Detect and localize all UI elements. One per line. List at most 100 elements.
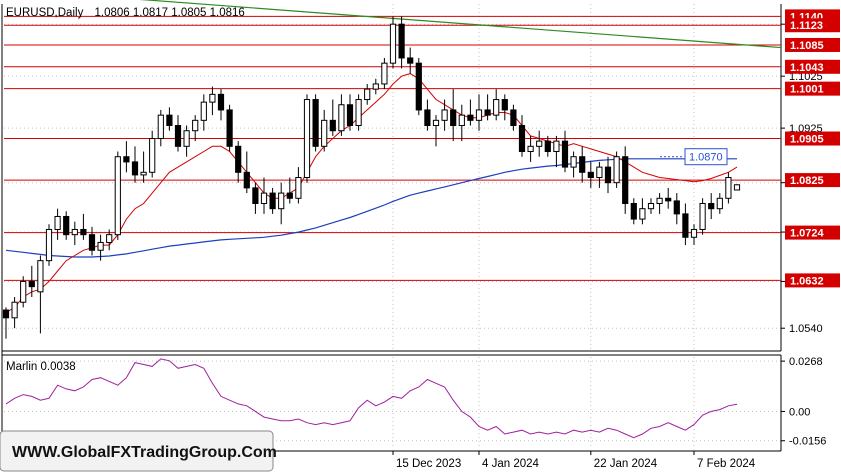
price-axis: 1.05401.06301.07251.08201.09251.10251.11… [781,9,840,335]
candle-body [613,156,620,184]
candle-body [312,99,319,147]
candle [475,94,483,131]
candle-body [149,138,156,173]
candle [235,141,242,183]
candle [106,229,113,251]
candle [553,135,560,168]
candle-body [364,88,371,101]
candle [518,115,526,157]
marker-label: 1.0870 [689,152,723,164]
candle-body [647,202,655,210]
candle [596,161,603,188]
level-label: 1.0825 [790,175,824,187]
candle-body [346,104,354,127]
candle [183,125,190,157]
candle-body [579,156,586,173]
candle-body [157,114,164,140]
candle-body [28,280,35,288]
candle [157,109,164,147]
candle [364,83,371,105]
candle [389,16,397,69]
candle [166,107,173,131]
x-tick-label: 7 Feb 2024 [697,458,756,470]
candle [97,234,104,261]
x-tick-label: 22 Jan 2024 [594,458,658,470]
candle [725,172,732,204]
candle-body [630,202,637,220]
candle [398,16,405,69]
level-label-box [785,273,840,288]
candle-body [106,234,113,243]
candle-body [527,145,534,153]
candle-body [587,171,594,178]
candle-body [415,62,422,111]
candle-body [243,171,250,189]
symbol-timeframe: EURUSD,Daily [6,7,84,19]
candle [579,146,586,183]
candle-body [673,200,680,215]
candle [278,182,285,225]
candle [561,130,569,173]
candle [407,47,414,74]
candle-body [604,166,612,184]
level-label-box [785,225,840,240]
candle-body [286,192,293,199]
candle-body [183,130,190,147]
candle-body [544,140,551,153]
candle-body [389,23,397,64]
level-label-box [785,81,840,96]
candle-body [699,202,706,230]
candle-body [708,202,715,210]
candle-body [475,109,483,121]
candle-body [665,197,672,202]
candle-body [725,177,732,199]
marlin-oscillator [5,358,738,439]
candle-body [338,104,345,132]
candle [450,89,457,142]
oscillator-grid [4,357,781,449]
candle-body [97,241,104,251]
candle [54,208,61,240]
candle [312,94,319,152]
candle [527,135,534,162]
candle [424,99,431,131]
level-label-box [785,37,840,52]
oscillator-axis: 0.0268 0.00 -0.0156 [781,356,826,448]
candle [484,94,491,121]
candle [604,156,612,194]
osc-y-tick-label: 0.0268 [789,356,823,368]
candle-body [518,125,526,153]
candle [536,130,543,157]
candle-body [407,57,414,64]
candle-body [80,228,87,236]
candle-body [639,208,646,220]
candle-body [484,109,491,116]
candle-body [536,140,543,147]
candle-body [295,177,302,199]
candle-body [174,125,182,147]
candle-body [20,280,27,303]
candle [355,94,362,131]
candle [544,135,551,157]
time-axis: 15 Dec 2023 4 Jan 2024 22 Jan 2024 7 Feb 20… [392,451,756,470]
candle-body [733,184,741,191]
x-tick-label: 4 Jan 2024 [482,458,540,470]
x-tick-label: 15 Dec 2023 [396,458,461,470]
candle [501,94,508,121]
candle [114,151,121,240]
candle [88,226,96,256]
osc-y-tick-label: -0.0156 [789,436,826,448]
y-tick-label: 1.1025 [789,71,823,83]
candle-body [424,109,431,127]
marlin-line [5,358,738,439]
y-tick-label: 1.0540 [789,323,823,335]
candle [71,221,78,246]
candle-body [200,101,207,121]
watermark-text: WWW.GlobalFXTradingGroup.Com [12,444,277,461]
candle [209,86,216,116]
candle-body [372,83,379,90]
candle-body [398,23,405,59]
candle-body [355,99,362,127]
candle [432,115,440,147]
level-label: 1.0724 [790,228,825,240]
